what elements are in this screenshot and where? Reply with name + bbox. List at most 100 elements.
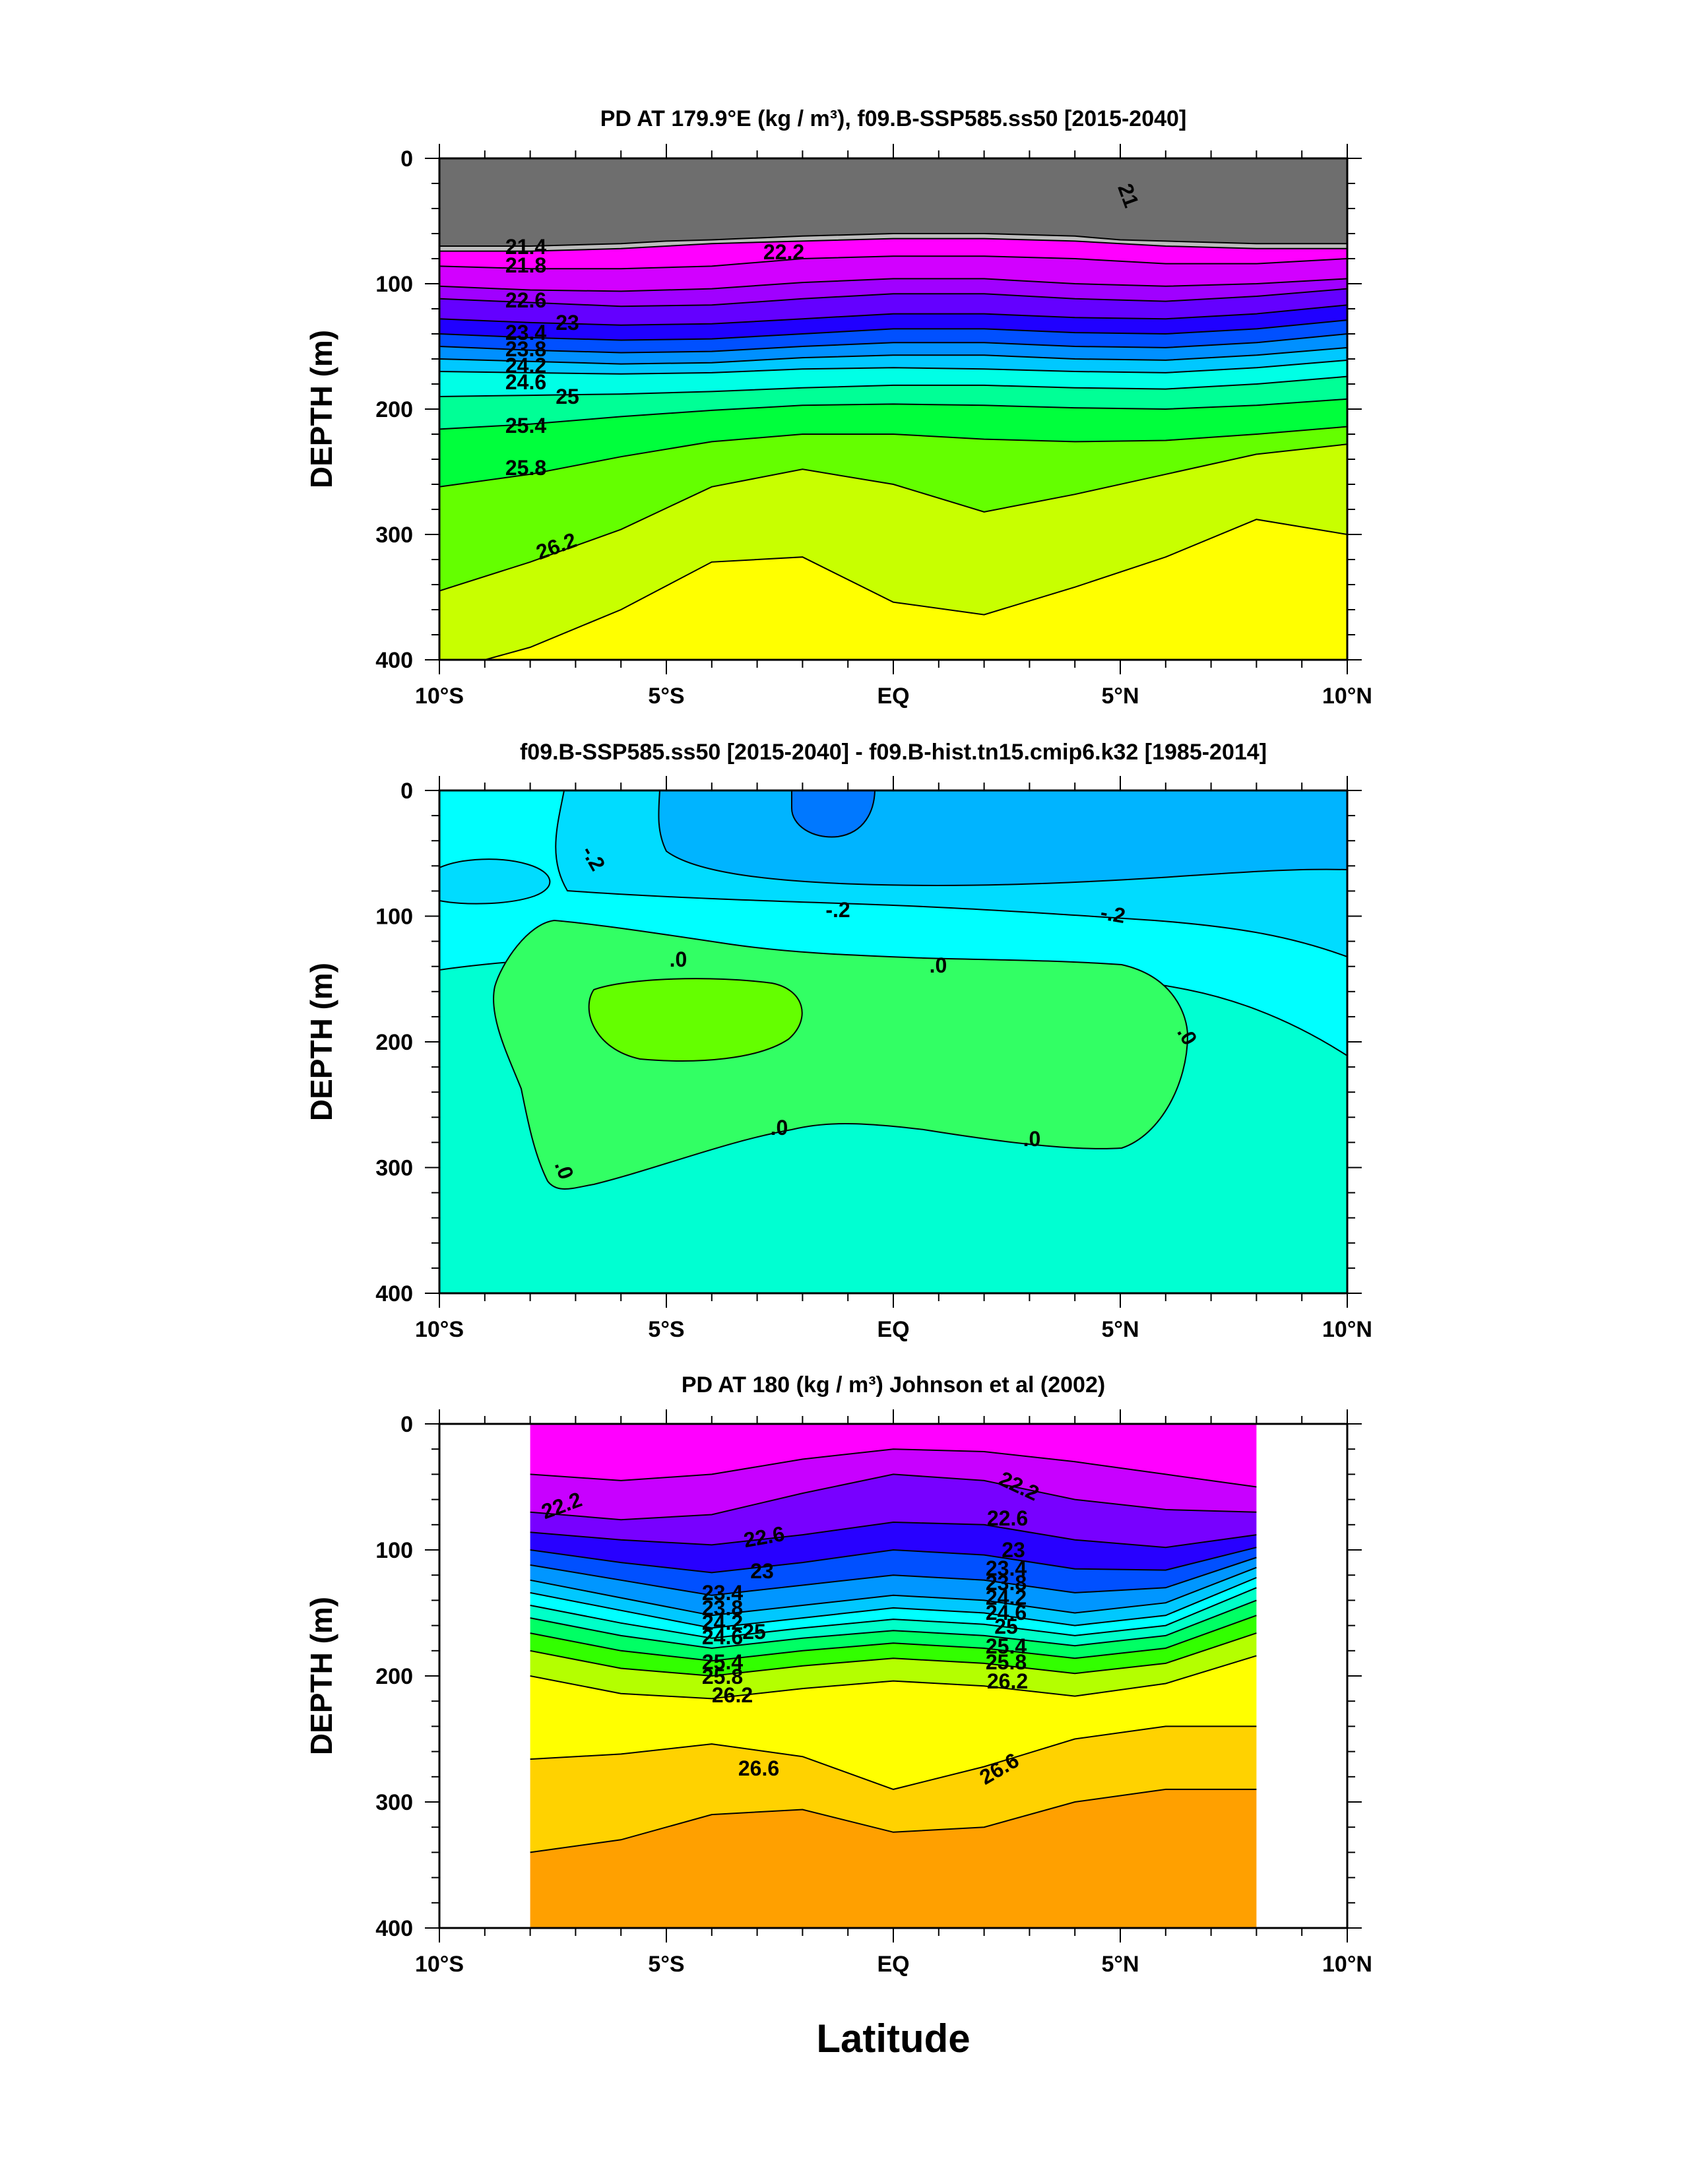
fill-band-8 xyxy=(439,334,1347,364)
contour-line-24.6 xyxy=(439,359,1347,375)
fill-band-10 xyxy=(530,1615,1257,1676)
x-tick-label: 5°N xyxy=(1101,1952,1139,1977)
fill-band-12 xyxy=(439,399,1347,487)
contour-label: 21.4 xyxy=(505,235,546,259)
contour-label: 25.4 xyxy=(702,1650,743,1674)
contour-label: .0 xyxy=(930,953,947,977)
panel-2-axes: 10°S 5°S EQ 5°N 10°N 0 100 200 300 400 xyxy=(375,776,1372,1342)
fill-band-0 xyxy=(439,158,1347,246)
x-tick-label: EQ xyxy=(877,1317,909,1342)
contour-label: 24.6 xyxy=(986,1601,1027,1624)
fill-band-10 xyxy=(439,360,1347,397)
contour-label: 24.2 xyxy=(986,1586,1027,1609)
fill-band-9 xyxy=(439,347,1347,374)
x-tick-label: 10°N xyxy=(1322,1952,1372,1977)
panel-3-axes: 10°S 5°S EQ 5°N 10°N 0 100 200 300 400 xyxy=(375,1409,1372,1977)
contour-label: .0 xyxy=(1023,1127,1041,1151)
contour-label: 23 xyxy=(750,1559,774,1583)
y-tick-label: 300 xyxy=(375,1156,413,1181)
panel-1-title: PD AT 179.9°E (kg / m³), f09.B-SSP585.ss… xyxy=(600,106,1187,131)
panel-3-ylabel: DEPTH (m) xyxy=(304,1597,338,1755)
fill-band-11 xyxy=(530,1633,1257,1699)
contour-line-22.2 xyxy=(439,278,1347,292)
contour-line-23.4 xyxy=(439,319,1347,341)
contour-line-25.8 xyxy=(530,1632,1257,1677)
contour-label: 25 xyxy=(556,385,579,408)
y-tick-label: 400 xyxy=(375,1281,413,1306)
contour-line-23.4 xyxy=(530,1557,1257,1596)
x-tick-label: EQ xyxy=(877,1952,909,1977)
panel-2: f09.B-SSP585.ss50 [2015-2040] - f09.B-hi… xyxy=(304,740,1372,1342)
y-tick-label: 400 xyxy=(375,1916,413,1941)
contour-label: 22.6 xyxy=(987,1506,1028,1530)
y-tick-label: 0 xyxy=(400,1412,413,1437)
contour-label: 25.4 xyxy=(505,414,546,437)
contour-label: 25.8 xyxy=(505,456,546,480)
contour-line-25.8 xyxy=(439,426,1347,488)
y-tick-label: 200 xyxy=(375,1030,413,1055)
y-tick-label: 200 xyxy=(375,397,413,422)
contour-line-26.6 xyxy=(530,1725,1257,1790)
x-tick-label: 5°N xyxy=(1101,684,1139,709)
fill-band-5 xyxy=(530,1557,1257,1616)
contour-label: 24.6 xyxy=(702,1625,743,1649)
fill-band-3 xyxy=(530,1522,1257,1573)
x-tick-label: 10°S xyxy=(415,684,464,709)
contour-label: 24.2 xyxy=(505,354,546,377)
fill-band-2 xyxy=(530,1474,1257,1548)
contour-line-25.4 xyxy=(530,1615,1257,1662)
panel-1-axes: 10°S 5°S EQ 5°N 10°N 0 100 200 300 400 xyxy=(375,144,1372,709)
panel-1-contour-lines xyxy=(439,233,1347,660)
fill-band-1 xyxy=(530,1449,1257,1520)
x-tick-label: 10°N xyxy=(1322,1317,1372,1342)
fill-band-11 xyxy=(439,376,1347,430)
contour-label: 23 xyxy=(1002,1538,1025,1562)
contour-label: 25.4 xyxy=(986,1634,1027,1658)
y-tick-label: 400 xyxy=(375,648,413,673)
x-tick-label: EQ xyxy=(877,684,909,709)
fill-band-5 xyxy=(439,288,1347,325)
panel-1-fill-layer xyxy=(439,158,1347,660)
contour-line-22.6 xyxy=(530,1521,1257,1549)
contour-label: 22.6 xyxy=(505,288,546,312)
fill-band-6 xyxy=(530,1567,1257,1628)
contour-label: .0 xyxy=(670,947,687,971)
fill-band-7 xyxy=(439,320,1347,353)
panel-2-title: f09.B-SSP585.ss50 [2015-2040] - f09.B-hi… xyxy=(520,740,1267,765)
contour-line-26.2 xyxy=(439,443,1347,592)
contour-label: -.2 xyxy=(1099,900,1127,928)
fill-band-3 xyxy=(439,256,1347,292)
contour-label: 23 xyxy=(556,311,579,335)
contour-label: .0 xyxy=(771,1116,788,1140)
panel-3: PD AT 180 (kg / m³) Johnson et al (2002)… xyxy=(304,1372,1372,1977)
contour-label: 23.8 xyxy=(505,337,546,361)
contour-line-25 xyxy=(530,1599,1257,1650)
panel-3-fill-layer xyxy=(530,1424,1257,1928)
contour-line-21.8 xyxy=(439,255,1347,270)
panel-1: PD AT 179.9°E (kg / m³), f09.B-SSP585.ss… xyxy=(304,106,1372,709)
y-tick-label: 300 xyxy=(375,1790,413,1815)
x-tick-label: 10°S xyxy=(415,1317,464,1342)
contour-label: 22.2 xyxy=(763,240,804,264)
contour-label: 24.6 xyxy=(505,370,546,394)
panel-3-contour-lines xyxy=(530,1448,1257,1853)
fill-band-0 xyxy=(530,1424,1257,1487)
contour-line-23.8 xyxy=(439,333,1347,354)
contour-line-22.6 xyxy=(439,288,1347,307)
fill-band-4 xyxy=(530,1547,1257,1595)
contour-line-21.4 xyxy=(439,238,1347,252)
panel-2-band-minus-0.2-left-lens xyxy=(439,858,551,905)
x-tick-label: 5°N xyxy=(1101,1317,1139,1342)
y-tick-label: 300 xyxy=(375,523,413,548)
contour-line-25.4 xyxy=(439,398,1347,430)
contour-line-25 xyxy=(439,375,1347,397)
contour-label: 25 xyxy=(742,1620,766,1644)
contour-label: 25.8 xyxy=(986,1650,1027,1674)
fill-band-12 xyxy=(530,1655,1257,1789)
contour-label: 26.2 xyxy=(987,1669,1028,1693)
panel-2-band-plus-0.2 xyxy=(588,978,803,1062)
contour-label: 23.4 xyxy=(702,1581,743,1605)
contour-label: 26.6 xyxy=(738,1756,779,1780)
contour-label: 25.8 xyxy=(702,1665,743,1688)
